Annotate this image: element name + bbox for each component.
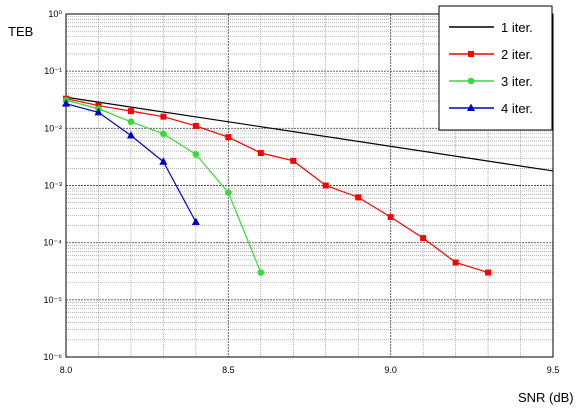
series-4 [62, 99, 200, 225]
y-tick-label: 10⁻⁵ [44, 295, 63, 305]
data-point-triangle [94, 107, 103, 116]
plot-frame [65, 13, 554, 358]
legend-item: 4 iter. [449, 101, 533, 116]
y-tick-labels: 10⁻⁶ 10⁻⁵ 10⁻⁴ 10⁻³ 10⁻² 10⁻¹ 10⁰ [43, 9, 62, 362]
legend-item: 1 iter. [449, 20, 533, 35]
data-point-square [127, 108, 134, 115]
series-line [65, 96, 554, 172]
y-tick-label: 10⁻² [44, 123, 62, 133]
y-tick-label: 10⁻⁶ [44, 352, 63, 362]
legend-label: 3 iter. [501, 74, 533, 89]
legend: 1 iter. 2 iter. 3 iter. 4 iter. [438, 5, 553, 131]
legend-item: 3 iter. [449, 74, 533, 89]
data-point-square [192, 122, 199, 129]
y-axis-label: TEB [8, 24, 33, 39]
data-point-triangle [159, 157, 168, 165]
data-point-triangle [467, 103, 475, 111]
data-point-triangle [191, 217, 200, 225]
x-tick-label: 9.5 [547, 365, 560, 375]
data-point-square [225, 134, 232, 141]
data-point-circle [127, 118, 135, 126]
data-point-square [468, 51, 474, 57]
data-point-square [290, 157, 297, 164]
series-2 [63, 95, 492, 276]
series-group [62, 95, 554, 276]
data-point-square [387, 214, 394, 221]
legend-label: 2 iter. [501, 47, 533, 62]
x-tick-label: 8.5 [222, 365, 235, 375]
x-tick-label: 8.0 [60, 365, 73, 375]
y-tick-label: 10⁰ [48, 9, 62, 19]
data-point-square [452, 259, 459, 266]
data-point-square [420, 235, 427, 242]
series-line [65, 98, 489, 274]
data-point-square [257, 150, 264, 157]
data-point-square [322, 182, 329, 189]
data-point-circle [225, 189, 232, 196]
data-point-circle [192, 151, 200, 158]
x-tick-label: 9.0 [384, 365, 397, 375]
data-point-circle [467, 77, 475, 85]
data-point-square [485, 269, 492, 276]
data-point-triangle [126, 130, 135, 139]
data-point-circle [257, 269, 265, 276]
series-1 [65, 96, 554, 172]
x-axis-label: SNR (dB) [518, 390, 574, 405]
legend-label: 4 iter. [501, 101, 533, 116]
legend-box [438, 5, 553, 131]
y-tick-label: 10⁻³ [44, 181, 62, 191]
data-point-square [160, 113, 167, 120]
x-tick-labels: 8.0 8.5 9.0 9.5 [60, 365, 560, 375]
legend-label: 1 iter. [501, 20, 533, 35]
data-point-square [355, 194, 362, 201]
data-point-circle [160, 130, 167, 138]
y-tick-label: 10⁻¹ [44, 66, 62, 76]
legend-item: 2 iter. [449, 47, 533, 62]
data-point-triangle [62, 99, 70, 107]
y-tick-label: 10⁻⁴ [43, 238, 62, 248]
